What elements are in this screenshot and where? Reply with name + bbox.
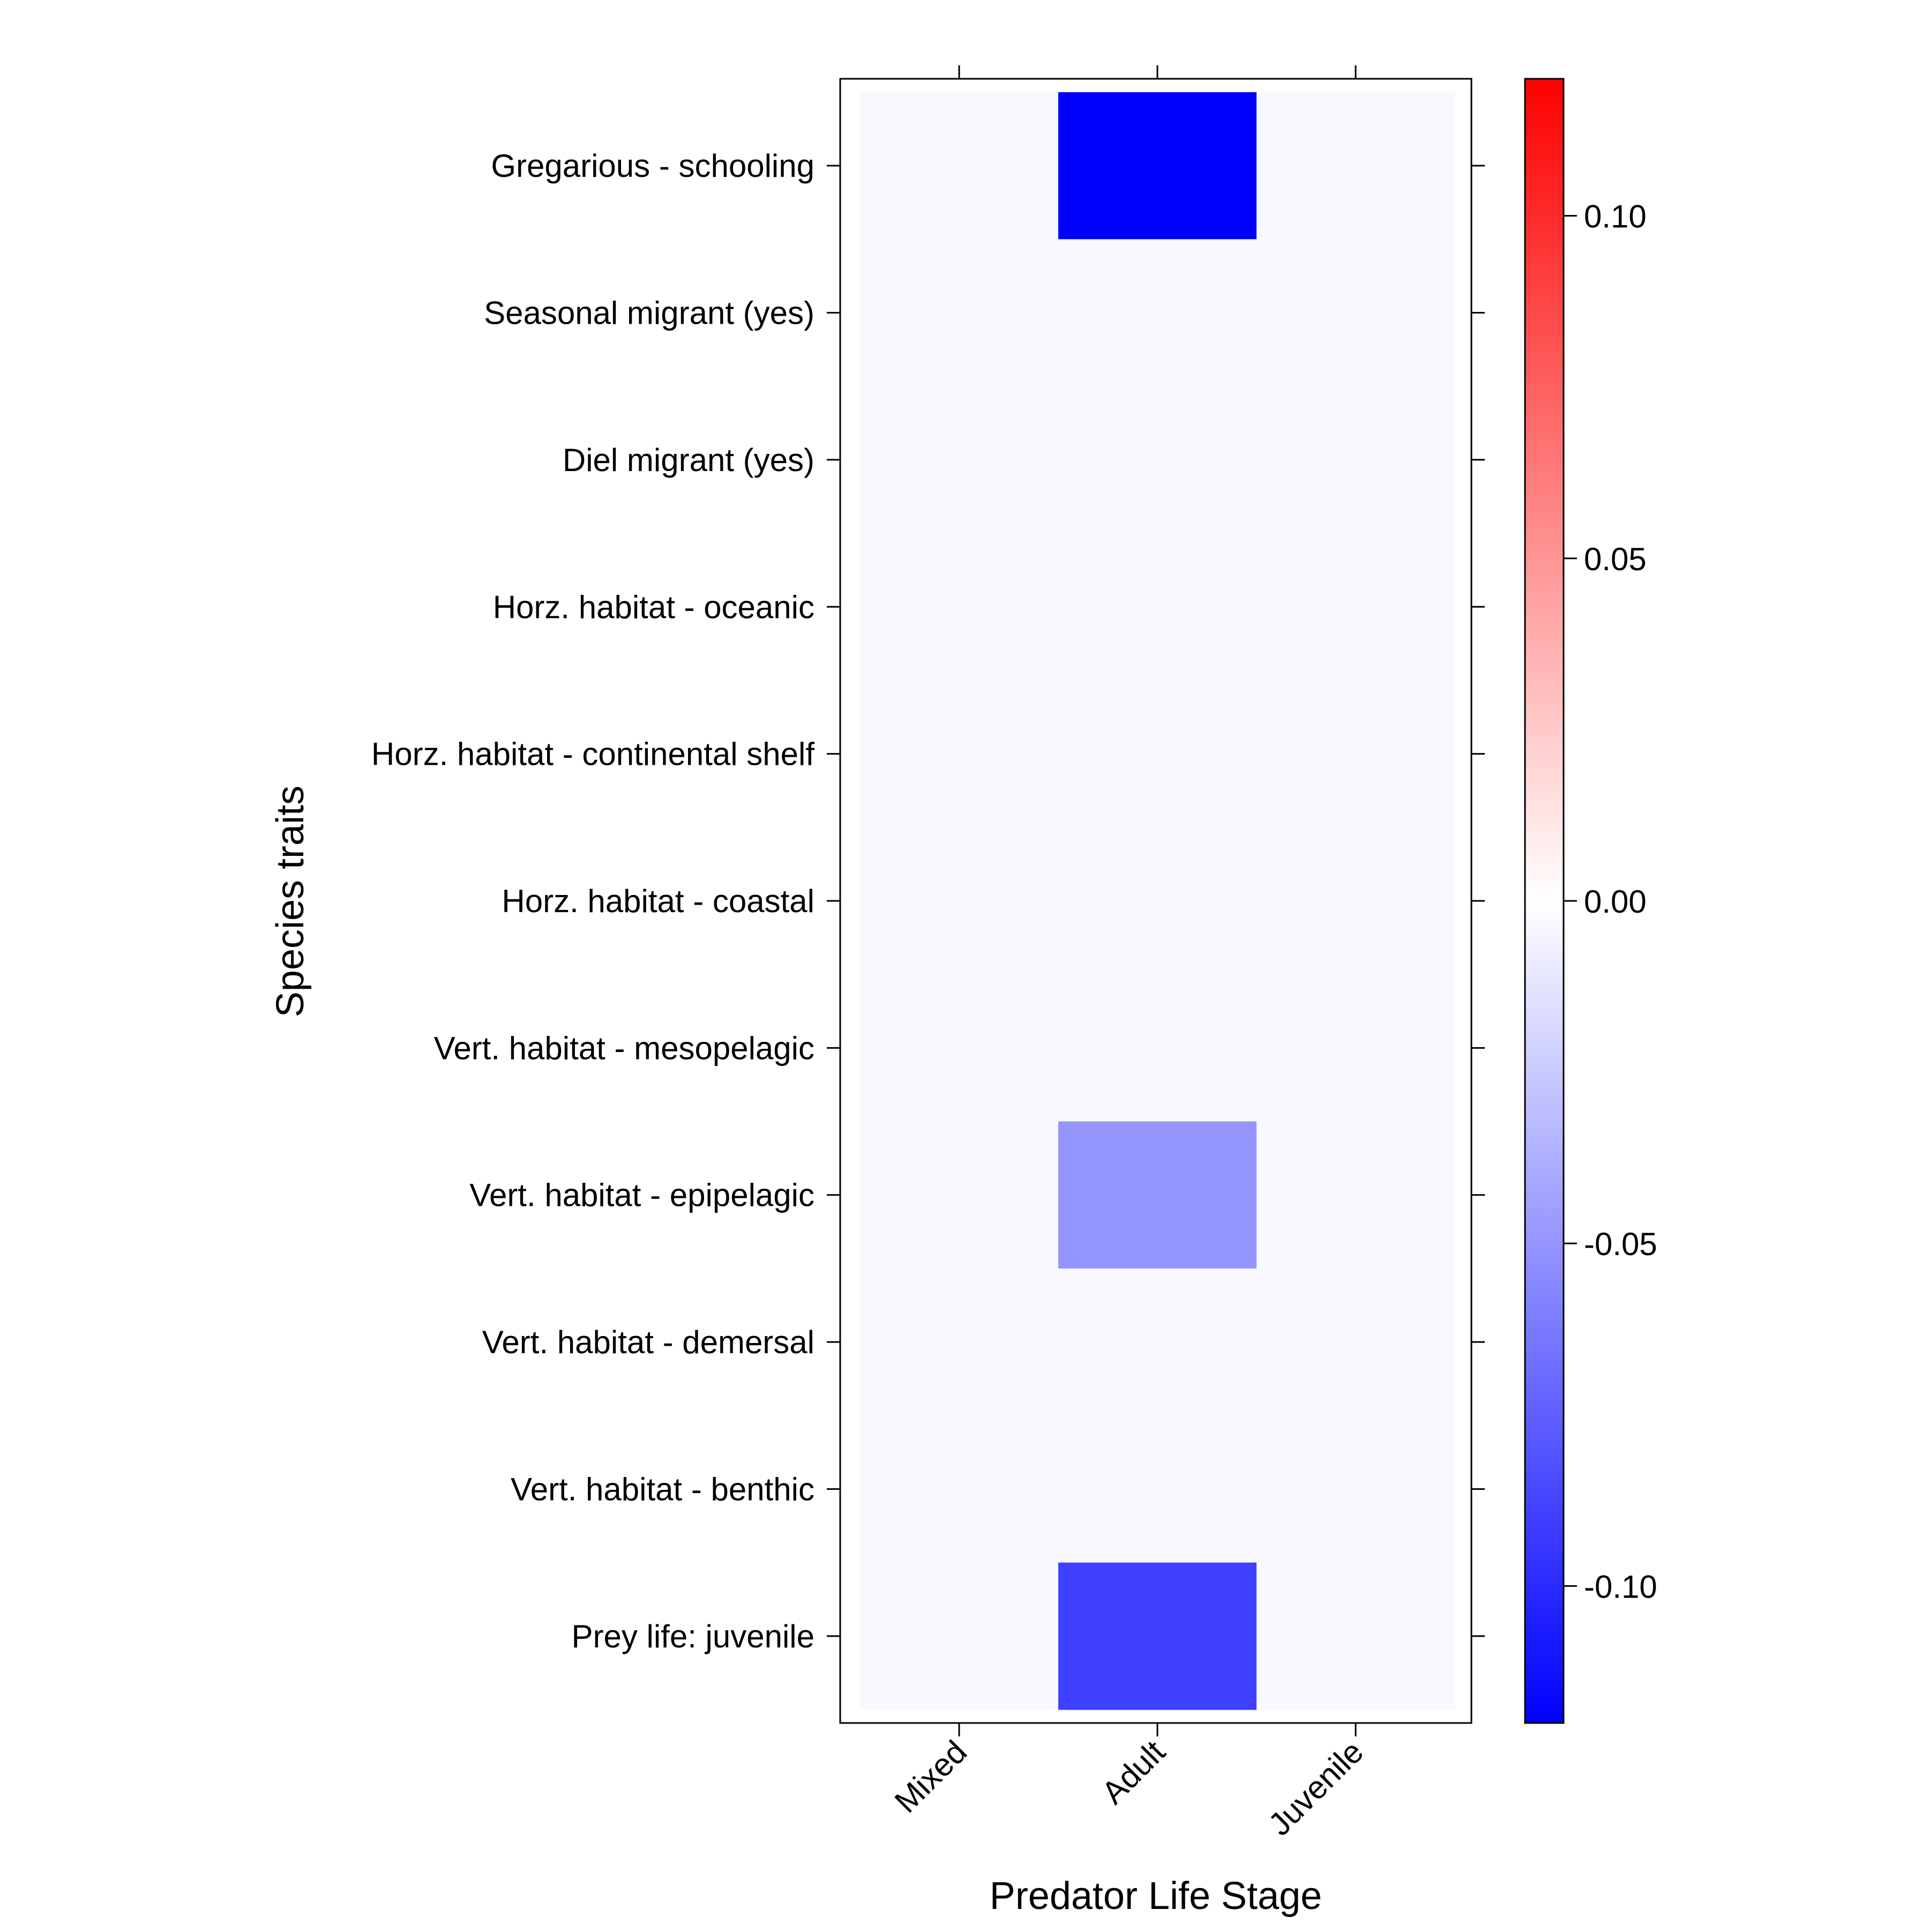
heatmap-cell <box>860 827 1059 975</box>
heatmap-cell <box>1257 974 1455 1122</box>
colorbar-tick-label: 0.10 <box>1584 199 1647 235</box>
heatmap-cell <box>860 386 1059 534</box>
y-tick-label: Seasonal migrant (yes) <box>484 295 814 331</box>
heatmap-cell <box>1058 974 1257 1122</box>
y-tick-label: Horz. habitat - continental shelf <box>371 736 814 772</box>
y-tick-label: Horz. habitat - oceanic <box>493 589 814 625</box>
heatmap-cell <box>860 239 1059 387</box>
heatmap-cell <box>860 1268 1059 1416</box>
heatmap-cell <box>860 533 1059 681</box>
heatmap-cell <box>1257 92 1455 240</box>
colorbar-gradient <box>1524 78 1565 1724</box>
heatmap-cell <box>1058 1121 1257 1269</box>
y-tick-label: Vert. habitat - mesopelagic <box>434 1030 814 1066</box>
heatmap-cell <box>1257 1562 1455 1710</box>
heatmap-cells <box>860 92 1455 1710</box>
y-tick-label: Horz. habitat - coastal <box>502 883 814 919</box>
heatmap-cell <box>1257 1268 1455 1416</box>
heatmap-cell <box>1058 386 1257 534</box>
y-axis: Gregarious - schooling Seasonal migrant (… <box>371 148 1485 1654</box>
y-tick-label: Prey life: juvenile <box>571 1618 814 1654</box>
heatmap-cell <box>1058 680 1257 828</box>
heatmap-cell <box>860 1415 1059 1563</box>
colorbar-tick-label: -0.10 <box>1584 1569 1657 1605</box>
x-axis-title: Predator Life Stage <box>990 1875 1322 1918</box>
heatmap-cell <box>1257 1415 1455 1563</box>
heatmap-cell <box>860 92 1059 240</box>
colorbar-tick-label: 0.00 <box>1584 884 1647 920</box>
heatmap-cell <box>1257 680 1455 828</box>
heatmap-cell <box>860 974 1059 1122</box>
heatmap-cell <box>1058 1562 1257 1710</box>
x-tick-label: Adult <box>1095 1734 1172 1811</box>
heatmap-cell <box>860 1562 1059 1710</box>
x-tick-label: Juvenile <box>1261 1734 1370 1843</box>
y-tick-label: Diel migrant (yes) <box>563 442 814 478</box>
heatmap-cell <box>1058 92 1257 240</box>
y-tick-label: Gregarious - schooling <box>491 148 814 184</box>
heatmap-cell <box>860 680 1059 828</box>
y-tick-label: Vert. habitat - demersal <box>482 1324 814 1360</box>
heatmap-cell <box>1257 239 1455 387</box>
heatmap-cell <box>1257 827 1455 975</box>
heatmap-cell <box>1257 386 1455 534</box>
colorbar: 0.10 0.05 0.00 -0.05 -0.10 <box>1524 78 1657 1724</box>
heatmap-cell <box>1058 533 1257 681</box>
y-tick-label: Vert. habitat - benthic <box>511 1471 814 1507</box>
x-tick-label: Mixed <box>888 1734 974 1820</box>
heatmap-cell <box>1257 533 1455 681</box>
heatmap-cell <box>1058 827 1257 975</box>
heatmap-cell <box>1058 239 1257 387</box>
colorbar-tick-label: 0.05 <box>1584 541 1647 577</box>
heatmap-cell <box>860 1121 1059 1269</box>
y-axis-title: Species traits <box>269 786 312 1017</box>
heatmap-cell <box>1257 1121 1455 1269</box>
y-tick-label: Vert. habitat - epipelagic <box>469 1177 814 1213</box>
colorbar-tick-label: -0.05 <box>1584 1226 1657 1262</box>
heatmap-cell <box>1058 1268 1257 1416</box>
heatmap-cell <box>1058 1415 1257 1563</box>
